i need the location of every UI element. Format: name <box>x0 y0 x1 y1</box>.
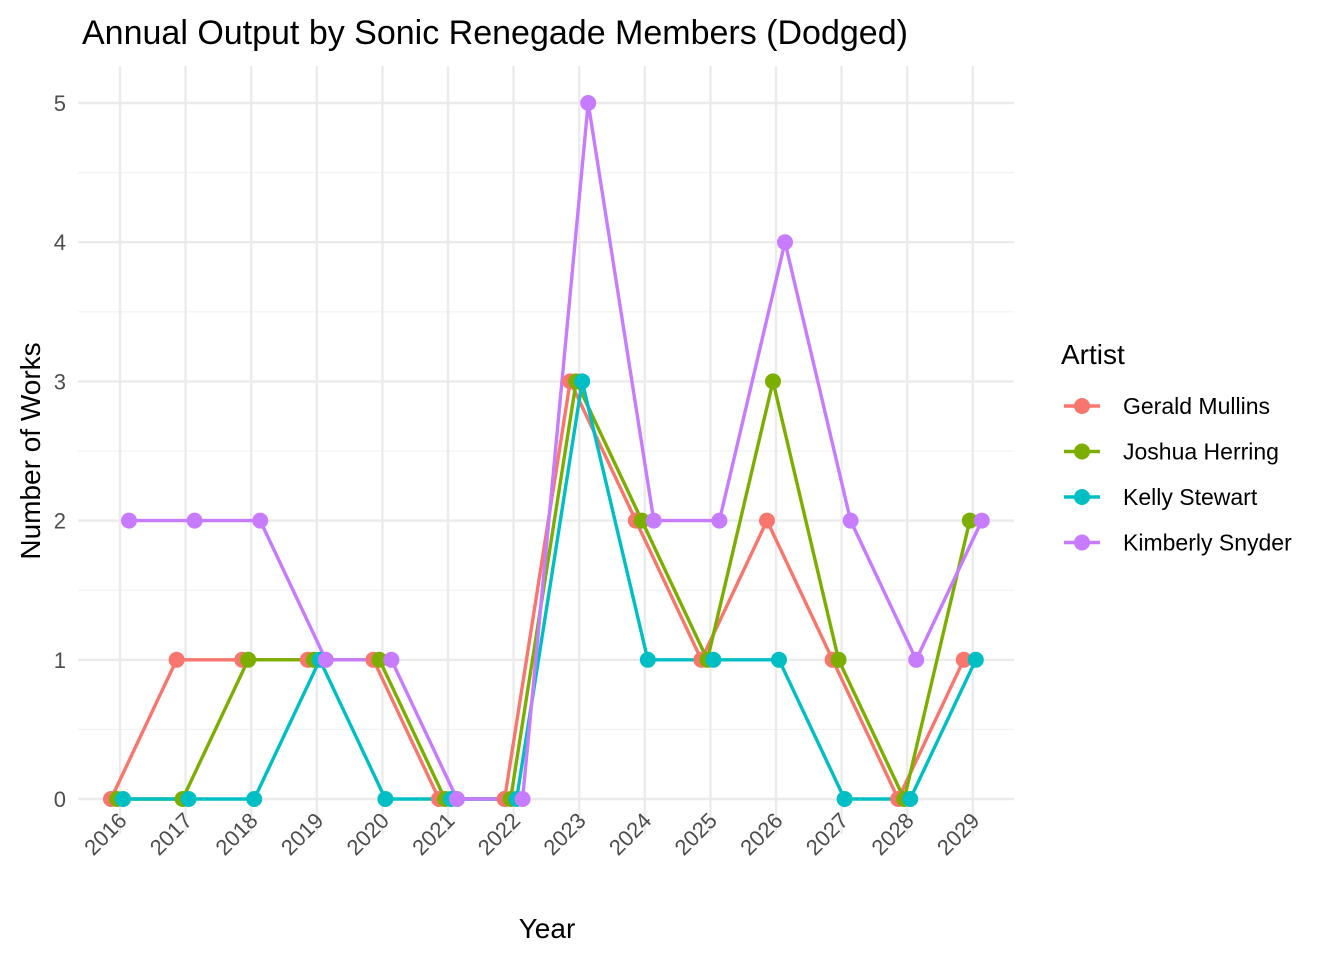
data-point <box>246 791 263 807</box>
y-tick-label: 4 <box>54 230 66 255</box>
x-tick-label: 2018 <box>210 808 262 860</box>
data-point <box>711 512 728 529</box>
legend-key-point <box>1074 398 1090 414</box>
x-tick-label: 2020 <box>342 808 394 860</box>
y-tick-labels: 0 1 2 3 4 5 <box>54 91 66 812</box>
data-point <box>961 512 978 529</box>
data-point <box>449 791 465 807</box>
data-point <box>842 512 859 529</box>
x-tick-label: 2016 <box>79 808 131 860</box>
data-point <box>186 512 203 529</box>
data-point <box>955 651 972 668</box>
x-tick-label: 2029 <box>932 808 984 860</box>
data-point <box>383 651 400 668</box>
y-tick-label: 3 <box>54 369 66 394</box>
y-axis-title: Number of Works <box>15 342 46 559</box>
data-point <box>973 512 990 529</box>
data-point <box>317 651 334 668</box>
x-tick-label: 2017 <box>145 808 197 860</box>
data-point <box>777 234 793 251</box>
series-line <box>123 379 978 801</box>
data-point <box>765 373 781 390</box>
grid <box>78 66 1014 834</box>
data-point <box>168 651 185 668</box>
y-tick-label: 0 <box>54 787 66 812</box>
x-tick-label: 2021 <box>407 808 459 860</box>
legend-label: Gerald Mullins <box>1123 393 1270 419</box>
data-point <box>121 512 137 529</box>
y-tick-label: 1 <box>54 648 66 673</box>
data-point <box>633 512 650 529</box>
data-point <box>830 651 847 668</box>
data-point <box>771 651 787 668</box>
data-point <box>240 651 257 668</box>
data-point <box>514 791 531 807</box>
x-tick-label: 2025 <box>670 808 722 860</box>
data-point <box>705 651 722 668</box>
data-point <box>639 651 656 668</box>
legend-label: Kelly Stewart <box>1123 484 1258 510</box>
x-axis-title: Year <box>519 913 576 944</box>
series-points <box>103 95 990 807</box>
y-tick-label: 2 <box>54 509 66 534</box>
data-point <box>759 512 775 529</box>
data-point <box>836 791 853 807</box>
data-point <box>252 512 269 529</box>
legend-title: Artist <box>1061 339 1125 370</box>
legend-label: Kimberly Snyder <box>1123 530 1292 556</box>
legend-key-point <box>1074 489 1090 505</box>
legend: Artist Gerald Mullins Joshua Herring Kelly… <box>1061 339 1292 556</box>
x-tick-label: 2027 <box>801 808 853 860</box>
x-tick-label: 2022 <box>473 808 525 860</box>
data-point <box>371 651 388 668</box>
data-point <box>180 791 197 807</box>
legend-label: Joshua Herring <box>1123 439 1279 465</box>
data-point <box>908 651 925 668</box>
y-tick-label: 5 <box>54 91 66 116</box>
chart-title: Annual Output by Sonic Renegade Members … <box>82 14 908 52</box>
data-point <box>115 791 131 807</box>
x-tick-label: 2026 <box>735 808 787 860</box>
data-point <box>902 791 919 807</box>
data-point <box>645 512 662 529</box>
data-point <box>574 373 591 390</box>
data-point <box>967 651 984 668</box>
data-point <box>377 791 394 807</box>
legend-key-point <box>1074 534 1090 551</box>
x-tick-labels: 2016 2017 2018 2019 2020 2021 2022 2023 2024 2025… <box>79 808 984 860</box>
series-line <box>129 101 984 801</box>
x-tick-label: 2024 <box>604 808 656 860</box>
x-tick-label: 2028 <box>866 808 918 860</box>
x-tick-label: 2019 <box>276 808 328 860</box>
legend-key-point <box>1074 443 1090 460</box>
x-tick-label: 2023 <box>538 808 590 860</box>
data-point <box>580 95 597 111</box>
